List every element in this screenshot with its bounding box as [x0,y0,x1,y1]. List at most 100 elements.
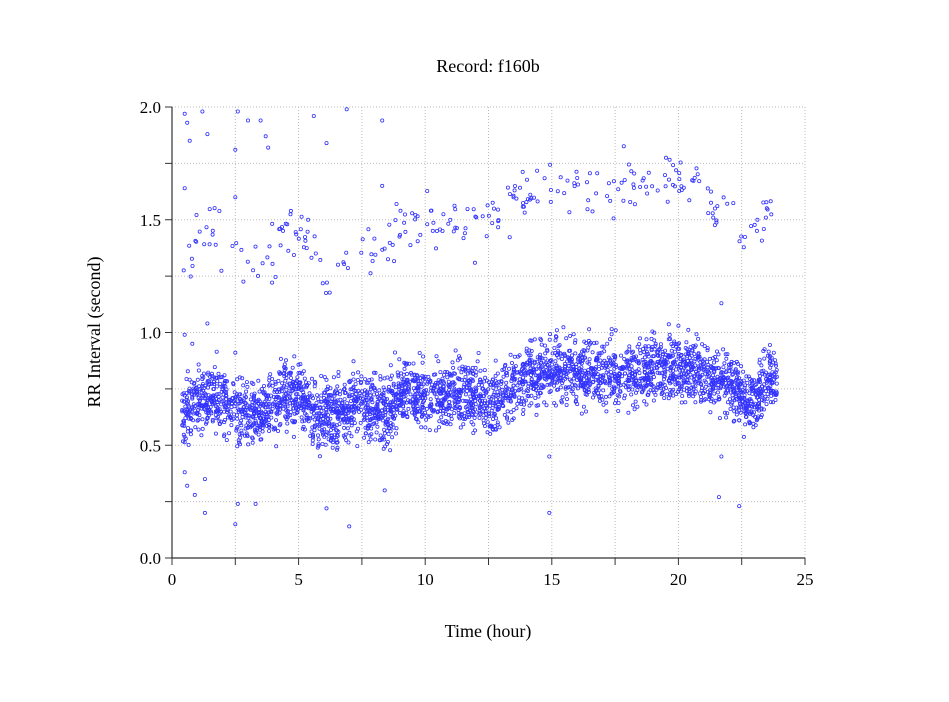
data-point-main [526,384,531,389]
data-point-main [605,361,610,366]
data-point-upper [410,211,415,216]
data-point-main [310,441,315,446]
data-point-main [517,395,522,400]
data-point-main [591,368,596,373]
data-point-main [556,349,561,354]
data-point-main [204,403,209,408]
data-point-main [330,410,335,415]
data-point-main [752,378,757,383]
data-point-main [283,358,288,363]
data-point-main [512,394,517,399]
data-point-upper [230,243,235,248]
data-point-main [397,357,402,362]
data-point-main [671,387,676,392]
data-point-main [472,415,477,420]
data-point-main [408,392,413,397]
data-point-main [269,410,274,415]
data-point-main [465,388,470,393]
data-point-main [559,368,564,373]
data-point-main [221,398,226,403]
data-point-main [393,393,398,398]
data-point-main [412,373,417,378]
data-point-main [638,382,643,387]
data-point-main [736,405,741,410]
data-point-main [260,421,265,426]
data-point-main [268,372,273,377]
data-point-upper [525,197,530,202]
data-point-upper [677,171,682,176]
data-point-main [506,420,511,425]
data-point-main [260,425,265,430]
data-point-main [656,353,661,358]
data-point-outlier [190,341,195,346]
data-point-main [341,405,346,410]
data-point-main [315,433,320,438]
data-point-main [742,396,747,401]
data-point-main [686,370,691,375]
data-point-main [771,400,776,405]
data-point-main [288,396,293,401]
data-point-main [447,371,452,376]
data-point-main [349,415,354,420]
data-point-main [731,360,736,365]
data-point-main [401,409,406,414]
data-point-main [256,378,261,383]
data-point-main [649,369,654,374]
data-point-main [451,382,456,387]
data-point-main [618,383,623,388]
data-point-main [250,436,255,441]
data-point-upper [706,211,711,216]
data-point-main [548,332,553,337]
data-point-main [543,362,548,367]
data-point-upper [425,222,430,227]
data-point-main [215,400,220,405]
data-point-main [749,410,754,415]
data-point-main [237,440,242,445]
data-point-main [757,391,762,396]
data-point-main [698,374,703,379]
data-point-main [737,418,742,423]
data-point-main [609,391,614,396]
data-point-main [468,401,473,406]
data-point-main [535,373,540,378]
data-point-main [521,390,526,395]
data-point-main [599,365,604,370]
data-point-main [180,423,185,428]
data-point-main [511,407,516,412]
data-point-main [388,408,393,413]
data-point-upper [548,187,553,192]
data-point-upper [452,203,457,208]
data-point-main [685,374,690,379]
data-point-upper [448,217,453,222]
data-point-main [471,422,476,427]
data-point-main [181,391,186,396]
data-point-main [612,366,617,371]
data-point-main [237,375,242,380]
data-point-main [341,387,346,392]
y-tick-label: 1.0 [140,324,161,343]
data-point-main [774,381,779,386]
data-point-main [399,397,404,402]
data-point-upper [193,238,198,243]
data-point-main [612,357,617,362]
data-point-main [338,417,343,422]
data-point-main [377,388,382,393]
data-point-main [675,381,680,386]
data-point-main [392,400,397,405]
data-point-main [363,431,368,436]
data-point-main [610,362,615,367]
data-point-main [644,383,649,388]
data-point-upper [646,170,651,175]
data-point-upper [486,213,491,218]
data-point-main [185,426,190,431]
data-point-upper [210,228,215,233]
data-point-main [351,371,356,376]
data-point-upper [387,222,392,227]
data-point-upper [575,175,580,180]
data-point-main [467,414,472,419]
data-point-upper [621,144,626,149]
data-point-main [671,361,676,366]
data-point-main [591,395,596,400]
data-point-upper [558,175,563,180]
data-point-main [328,437,333,442]
